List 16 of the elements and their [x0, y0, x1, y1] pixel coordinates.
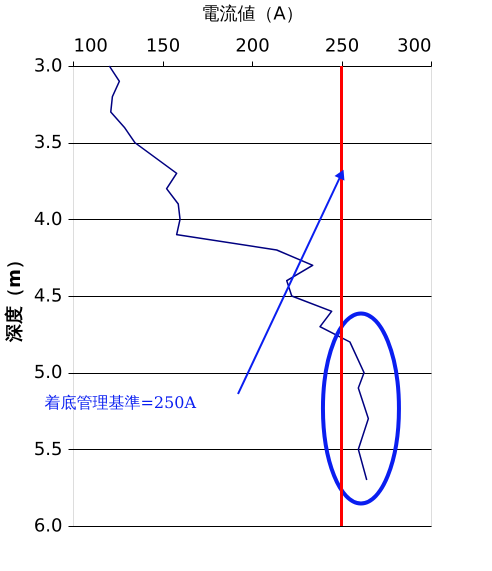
y-tick-label: 5.5 [34, 438, 62, 460]
y-tick-label: 6.0 [34, 516, 62, 536]
x-tick-label: 150 [146, 36, 180, 56]
line-series [108, 65, 370, 481]
y-tick-label: 4.5 [34, 286, 62, 306]
y-tick-label: 3.0 [34, 56, 62, 76]
annotation: 着底管理基準=250A [44, 393, 196, 412]
x-axis-title: 電流値（A） [201, 4, 304, 24]
x-tick-label: 250 [324, 36, 360, 56]
y-tick-label: 5.0 [34, 362, 62, 384]
y-tick-label: 3.5 [34, 132, 62, 154]
y-tick-label: 4.0 [34, 208, 62, 230]
x-tick-label: 100 [74, 36, 108, 56]
y-axis-title: 深度（m） [4, 251, 25, 343]
x-tick-label: 300 [397, 36, 432, 56]
x-tick-label: 200 [235, 36, 270, 56]
